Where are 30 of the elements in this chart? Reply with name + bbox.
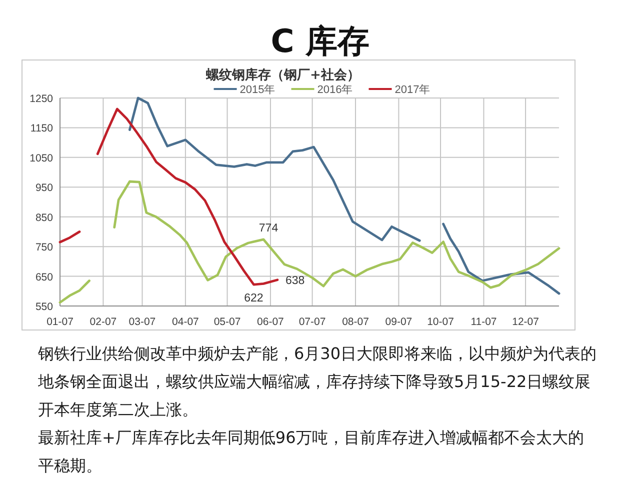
x-tick-label: 11-07: [470, 316, 497, 328]
x-tick-label: 12-07: [512, 316, 540, 328]
y-tick-label: 650: [35, 271, 54, 284]
x-tick-label: 08-07: [342, 316, 370, 328]
chart-title: C 库存: [270, 22, 370, 60]
x-tick-label: 07-07: [298, 316, 326, 328]
y-tick-label: 550: [35, 301, 54, 313]
y-tick-label: 750: [35, 242, 54, 254]
y-tick-label: 1050: [30, 152, 54, 164]
y-tick-label: 850: [35, 212, 54, 224]
x-tick-label: 09-07: [385, 316, 412, 328]
x-tick-label: 01-07: [46, 316, 74, 328]
legend-label: 2015年: [240, 84, 276, 96]
x-tick-label: 10-07: [427, 316, 454, 328]
x-tick-label: 02-07: [90, 316, 117, 328]
x-tick-label: 06-07: [257, 316, 284, 328]
x-tick-label: 03-07: [128, 316, 156, 328]
y-tick-label: 950: [35, 182, 54, 194]
text: 钢铁行业供给侧改革中频炉去产能，6月30日大限即将来临，以中频炉为代表的地条钢全面退出，螺纹供应端大幅缩减，库存持续下降导致5月15-22日螺纹展开本年度第二次上涨。: [38, 343, 598, 421]
legend-label: 2016年: [317, 84, 353, 96]
y-tick-label: 1250: [30, 93, 54, 105]
x-tick-label: 04-07: [172, 316, 200, 328]
text: 最新社库+厂库库存比去年同期低96万吨，目前库存进入增减幅都不会太大的平稳期。: [38, 427, 585, 477]
legend-label: 2017年: [394, 84, 430, 96]
data-label: 774: [258, 222, 279, 234]
data-label: 638: [285, 274, 305, 287]
x-tick-label: 05-07: [214, 316, 241, 328]
chart-subtitle: 螺纹钢库存（钢厂+社会）: [205, 67, 360, 83]
y-tick-label: 1150: [30, 122, 54, 135]
data-label: 622: [244, 292, 264, 305]
